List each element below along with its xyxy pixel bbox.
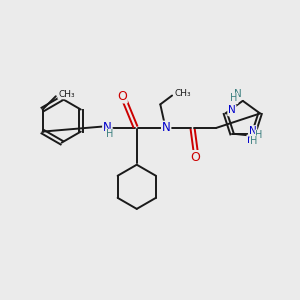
Text: N: N xyxy=(249,126,256,136)
Text: O: O xyxy=(117,90,127,103)
Text: CH₃: CH₃ xyxy=(174,89,191,98)
Text: CH₃: CH₃ xyxy=(58,90,75,99)
Text: N: N xyxy=(162,122,171,134)
Text: N: N xyxy=(235,89,242,99)
Text: N: N xyxy=(228,106,236,116)
Text: N: N xyxy=(103,122,112,134)
Text: N: N xyxy=(247,135,255,145)
Text: H: H xyxy=(250,136,258,146)
Text: H: H xyxy=(106,129,113,140)
Text: O: O xyxy=(191,151,201,164)
Text: H: H xyxy=(255,130,263,140)
Text: H: H xyxy=(230,94,238,103)
